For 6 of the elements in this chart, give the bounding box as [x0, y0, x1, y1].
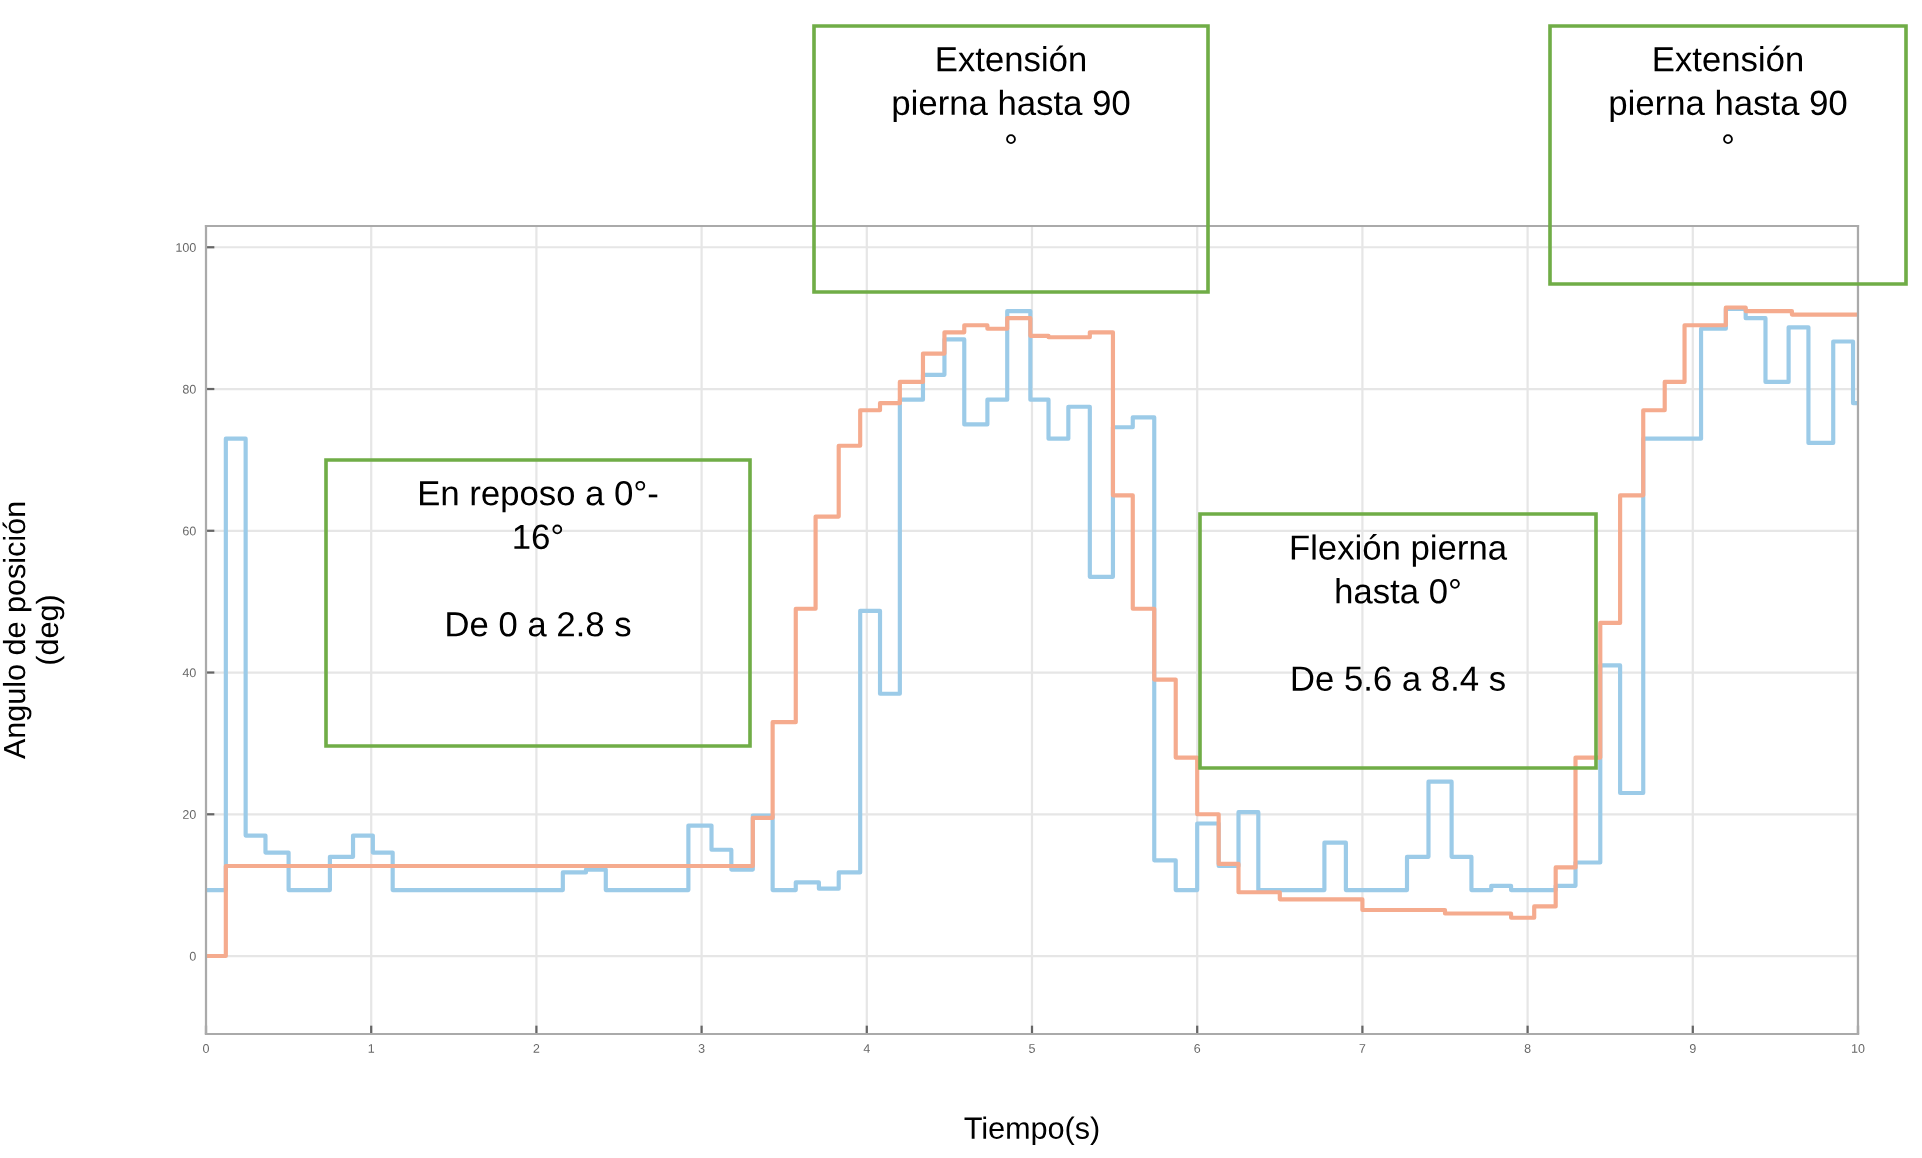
text: Extensión pierna hasta 90 °: [893, 45, 1130, 144]
text: En reposo a 0°- 16° De 0 a 2.8 s: [420, 480, 658, 637]
text: Flexión pierna hasta 0° De 5.6 a 8.4 s: [1291, 534, 1508, 691]
text: Extensión pierna hasta 90 °: [1610, 45, 1847, 144]
x-axis-title: Tiempo(s): [964, 1116, 1099, 1145]
y-axis-title: Angulo de posición (deg): [2, 502, 65, 760]
